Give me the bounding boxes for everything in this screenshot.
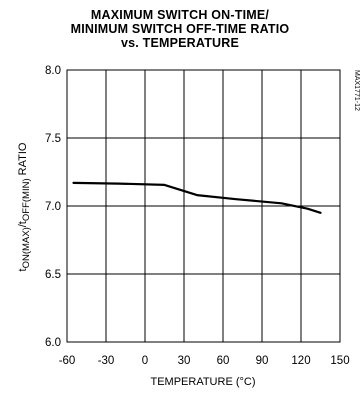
x-tick-label: 120 [291,355,310,367]
tick-labels: -60 -30 0 30 60 90 120 150 6.0 6.5 7.0 7.5 8.0 [45,65,350,367]
y-tick-label: 7.0 [45,201,61,213]
x-tick-label: -30 [98,355,115,367]
y-label-t2: /t [17,221,29,227]
y-label-sub1: ON(MAX) [21,227,32,268]
x-tick-label: 30 [178,355,191,367]
chart-title-line-2: MINIMUM SWITCH OFF-TIME RATIO [70,22,290,36]
y-tick-label: 6.0 [45,337,61,349]
y-tick-label: 7.5 [45,133,61,145]
x-tick-label: 60 [217,355,230,367]
y-tick-label: 6.5 [45,269,61,281]
x-axis-label: TEMPERATURE (°C) [150,376,255,388]
series-line [72,181,322,214]
y-label-t3: RATIO [17,142,29,178]
x-tick-label: 150 [330,355,349,367]
x-tick-label: 0 [142,355,148,367]
plot-frame [66,69,341,343]
chart-title-line-3: vs. TEMPERATURE [120,36,240,50]
y-label-t1: t [17,268,29,271]
x-tick-label: -60 [59,355,76,367]
chart-title-line-1: MAXIMUM SWITCH ON-TIME/ [90,8,270,22]
series-layer [72,181,322,214]
y-axis-label: tON(MAX)/tOFF(MIN) RATIO [17,142,32,271]
x-tick-label: 90 [256,355,269,367]
y-tick-label: 8.0 [45,65,61,77]
y-label-sub2: OFF(MIN) [21,178,32,221]
figure-code: MAX1771-12 [353,70,360,111]
